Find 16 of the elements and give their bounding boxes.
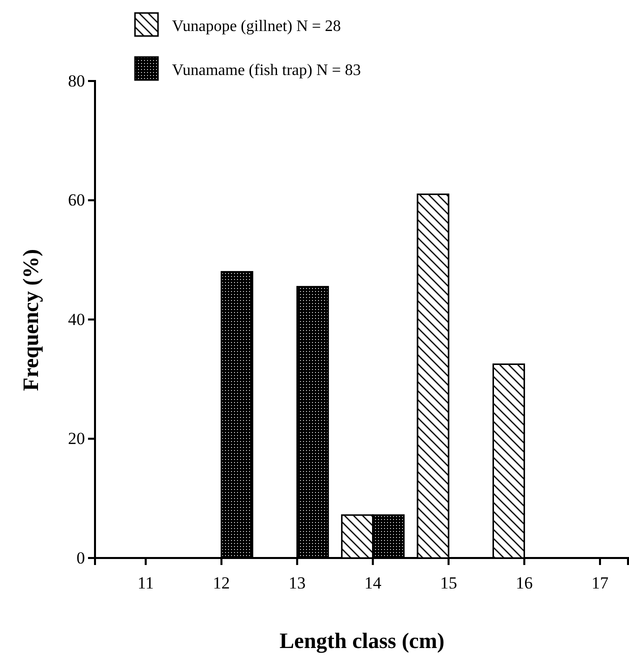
x-tick-label: 11: [138, 573, 154, 592]
x-tick-label: 15: [440, 573, 458, 592]
x-tick-label: 12: [212, 573, 230, 592]
x-axis-title: Length class (cm): [280, 628, 444, 653]
x-tick-label: 14: [364, 573, 382, 592]
y-tick-label: 40: [68, 310, 85, 329]
y-tick-label: 60: [68, 190, 85, 210]
y-tick-label: 80: [68, 71, 85, 90]
y-tick-label: 0: [76, 548, 85, 568]
legend-label: Vunapope (gillnet) N = 28: [172, 18, 341, 35]
x-tick-label: 17: [591, 573, 609, 592]
x-tick-label: 16: [516, 573, 533, 592]
legend-label: Vunamame (fish trap) N = 83: [172, 62, 361, 79]
y-tick-label: 20: [68, 429, 85, 448]
x-tick-label: 13: [288, 573, 306, 592]
y-axis-title: Frequency (%): [18, 249, 43, 391]
